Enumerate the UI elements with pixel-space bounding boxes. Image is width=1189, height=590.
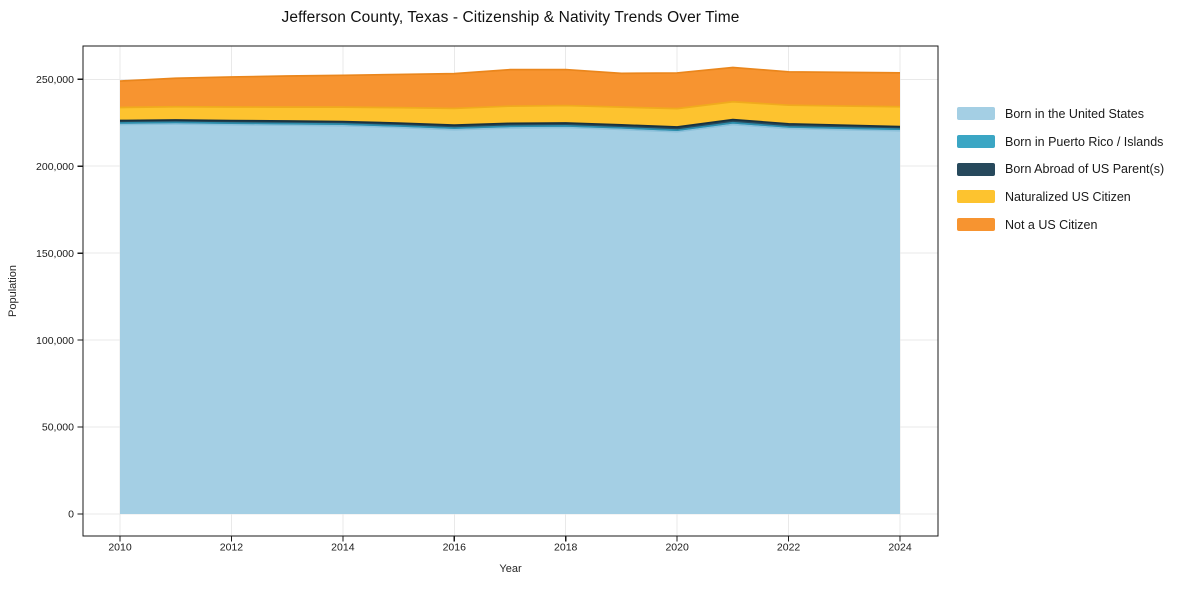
legend-swatch-icon <box>957 190 995 204</box>
legend: Born in the United States Born in Puerto … <box>957 100 1164 238</box>
x-tick-label: 2018 <box>554 542 578 554</box>
x-tick-label: 2022 <box>777 542 801 554</box>
area-series-2 <box>120 119 900 131</box>
x-tick-label: 2014 <box>331 542 355 554</box>
legend-item-0: Born in the United States <box>957 100 1164 128</box>
area-series-4 <box>120 67 900 109</box>
x-axis-label: Year <box>499 563 522 575</box>
legend-swatch-icon <box>957 107 995 121</box>
area-edge-2 <box>119 118 901 128</box>
area-edge-4 <box>119 66 901 82</box>
legend-label: Born in the United States <box>1005 106 1144 121</box>
x-tick-label: 2012 <box>220 542 244 554</box>
chart-title: Jefferson County, Texas - Citizenship & … <box>281 9 740 26</box>
y-tick-label: 100,000 <box>36 335 74 347</box>
y-tick-label: 0 <box>68 509 74 521</box>
area-edge-1 <box>119 121 901 132</box>
legend-label: Naturalized US Citizen <box>1005 189 1131 204</box>
legend-item-4: Not a US Citizen <box>957 211 1164 239</box>
y-tick-label: 200,000 <box>36 161 74 173</box>
legend-label: Not a US Citizen <box>1005 217 1098 232</box>
x-tick-label: 2010 <box>108 542 132 554</box>
legend-item-1: Born in Puerto Rico / Islands <box>957 128 1164 156</box>
area-edge-0 <box>119 123 901 133</box>
legend-label: Born Abroad of US Parent(s) <box>1005 162 1165 177</box>
area-edge-3 <box>119 100 901 110</box>
legend-swatch-icon <box>957 135 995 149</box>
y-tick-label: 250,000 <box>36 74 74 86</box>
y-tick-label: 50,000 <box>42 422 74 434</box>
area-series-0 <box>120 123 900 515</box>
legend-swatch-icon <box>957 218 995 232</box>
y-axis-label: Population <box>7 265 19 317</box>
x-tick-label: 2024 <box>888 542 912 554</box>
x-tick-label: 2016 <box>443 542 467 554</box>
plot-spines <box>82 45 939 537</box>
legend-label: Born in Puerto Rico / Islands <box>1005 134 1164 149</box>
legend-swatch-icon <box>957 162 995 176</box>
x-tick-label: 2020 <box>665 542 689 554</box>
y-tick-label: 150,000 <box>36 248 74 260</box>
legend-item-3: Naturalized US Citizen <box>957 183 1164 211</box>
legend-item-2: Born Abroad of US Parent(s) <box>957 155 1164 183</box>
